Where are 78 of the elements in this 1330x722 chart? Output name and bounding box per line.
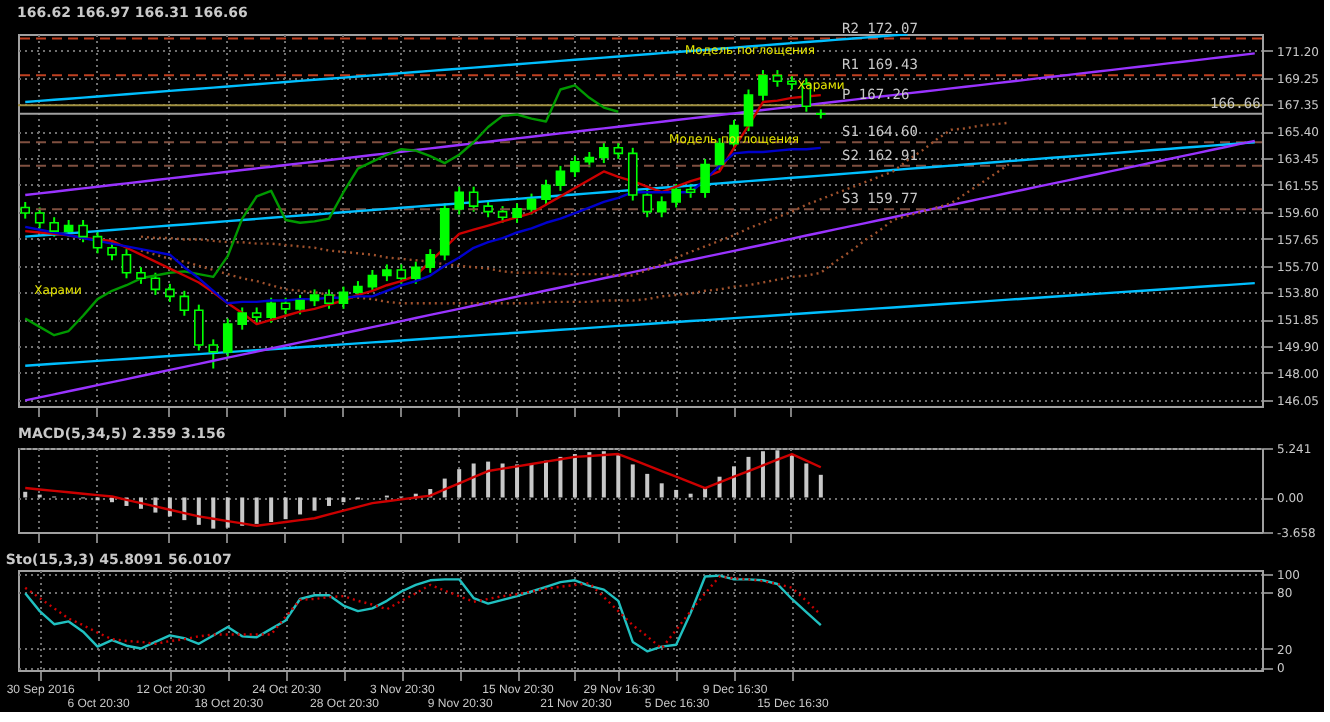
candlestick (454, 185, 464, 216)
bar (529, 463, 534, 498)
bar (240, 497, 245, 526)
candlestick (237, 306, 248, 331)
bar (760, 451, 765, 498)
bar (543, 460, 548, 498)
candlestick (627, 146, 638, 202)
bar (500, 463, 505, 498)
bar (587, 452, 592, 498)
line-series (24, 84, 620, 337)
line-series (24, 141, 1256, 238)
candlestick (324, 288, 334, 310)
candlestick (367, 268, 378, 294)
candlestick (656, 195, 667, 219)
bar (515, 464, 520, 498)
bar (486, 461, 491, 498)
bar (804, 463, 809, 498)
bar (616, 454, 621, 498)
candlestick (92, 230, 103, 255)
bar (457, 469, 462, 498)
bar (312, 497, 317, 511)
candlestick (599, 141, 609, 165)
line-series (139, 163, 1011, 305)
candlestick (165, 282, 175, 303)
bar (645, 473, 650, 498)
bar (789, 454, 794, 498)
candlestick (396, 263, 407, 285)
bar (558, 456, 563, 498)
bar (818, 474, 823, 498)
bar (225, 497, 230, 528)
bar (572, 454, 577, 498)
bar (254, 497, 259, 524)
candlestick (78, 219, 88, 244)
candlestick (194, 303, 204, 352)
candlestick (295, 293, 305, 316)
candlestick (150, 271, 161, 296)
bar (674, 489, 679, 498)
bar (630, 464, 635, 498)
candlestick (555, 164, 566, 192)
candlestick (642, 188, 653, 219)
candlestick (570, 155, 580, 178)
bar (341, 497, 346, 503)
bar (269, 497, 274, 523)
candlestick (34, 206, 45, 230)
bar (775, 450, 780, 498)
candlestick (439, 202, 450, 262)
bar (196, 497, 201, 525)
candlestick (512, 202, 522, 224)
candlestick (700, 157, 710, 199)
candlestick (208, 338, 219, 370)
candlestick (266, 296, 276, 324)
line-series (139, 121, 1011, 277)
bar (659, 483, 664, 498)
candlestick (758, 69, 768, 102)
bar (211, 497, 216, 529)
candlestick (338, 285, 349, 310)
bar (327, 497, 331, 506)
candlestick (714, 137, 725, 172)
candlestick (107, 241, 117, 262)
candlestick (49, 216, 59, 238)
bar (601, 451, 606, 498)
line-series (24, 452, 823, 527)
candlestick (541, 178, 551, 206)
bar (471, 463, 476, 498)
candlestick (743, 88, 754, 133)
bar (746, 456, 751, 498)
candlestick (468, 185, 479, 213)
candlestick (526, 192, 537, 216)
candlestick (410, 260, 421, 285)
candlestick (179, 289, 190, 317)
candlestick (121, 248, 132, 280)
bar (732, 466, 737, 498)
candlestick (425, 248, 436, 274)
bar (298, 497, 303, 515)
candlestick (222, 317, 233, 359)
bar (283, 497, 288, 520)
line-series (24, 281, 1256, 367)
candlestick (671, 182, 681, 209)
